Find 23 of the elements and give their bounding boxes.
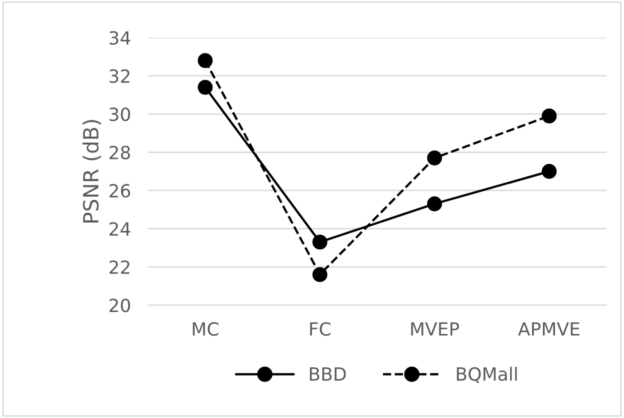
y-tick-label: 24 bbox=[110, 222, 130, 236]
point bbox=[427, 150, 442, 166]
point bbox=[542, 164, 557, 179]
y-tick-label: 20 bbox=[110, 298, 130, 312]
y-tick-label: 34 bbox=[110, 31, 130, 45]
y-tick-label: 26 bbox=[110, 184, 130, 198]
y-tick-label: 30 bbox=[110, 108, 130, 122]
legend-label: BBD bbox=[310, 367, 346, 381]
y-axis-title: PSNR (dB) bbox=[82, 120, 102, 222]
y-tick-label: 22 bbox=[110, 260, 130, 274]
point bbox=[312, 267, 328, 282]
x-tick-label: MC bbox=[192, 322, 218, 336]
point bbox=[198, 80, 213, 95]
x-tick-label: APMVE bbox=[518, 322, 580, 336]
x-tick-label: FC bbox=[310, 322, 330, 336]
x-tick-label: MVEP bbox=[411, 322, 460, 336]
y-tick-label: 32 bbox=[110, 69, 130, 83]
legend-label: BQMall bbox=[456, 366, 517, 383]
point bbox=[542, 108, 557, 124]
y-tick-label: 28 bbox=[110, 146, 130, 160]
point bbox=[427, 196, 442, 212]
point bbox=[198, 53, 213, 68]
point bbox=[312, 234, 328, 250]
